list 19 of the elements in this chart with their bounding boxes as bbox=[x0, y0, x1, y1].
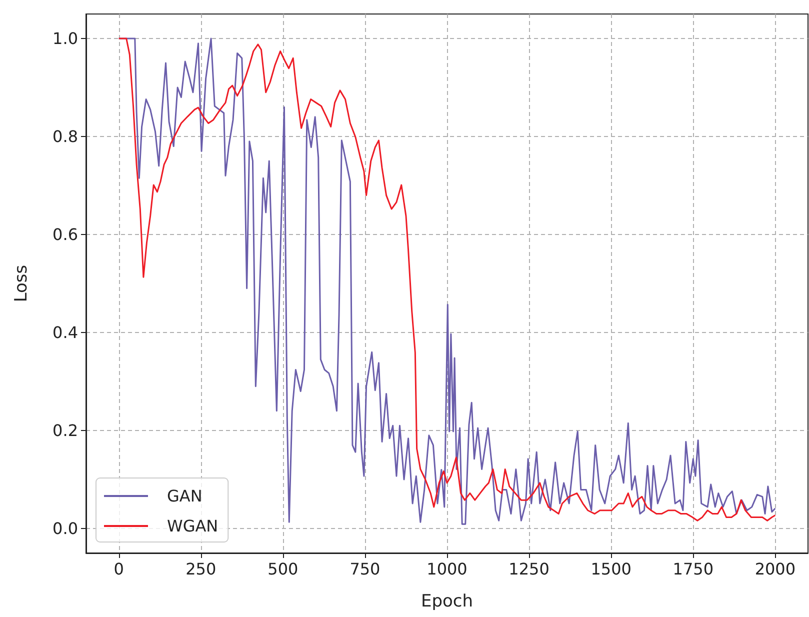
legend-label: GAN bbox=[167, 486, 202, 506]
y-tick-label: 1.0 bbox=[52, 29, 78, 48]
x-tick-label: 0 bbox=[114, 560, 124, 578]
x-tick-label: 1750 bbox=[672, 560, 714, 578]
x-axis-title: Epoch bbox=[420, 592, 474, 612]
x-tick-label: 750 bbox=[350, 560, 380, 578]
y-tick-label: 0.6 bbox=[52, 225, 78, 244]
x-tick-label: 2000 bbox=[754, 560, 796, 578]
x-tick-label: 1500 bbox=[590, 560, 632, 578]
y-tick-label: 0.0 bbox=[52, 519, 78, 538]
x-tick-label: 250 bbox=[186, 560, 216, 578]
x-tick-label: 1250 bbox=[508, 560, 550, 578]
y-tick-label: 0.4 bbox=[52, 323, 78, 342]
x-tick-label: 500 bbox=[268, 560, 298, 578]
legend-label: WGAN bbox=[167, 516, 218, 536]
y-axis-title: Loss bbox=[12, 264, 32, 302]
x-tick-label: 1000 bbox=[426, 560, 468, 578]
y-tick-label: 0.2 bbox=[52, 421, 78, 440]
y-tick-label: 0.8 bbox=[52, 127, 78, 146]
